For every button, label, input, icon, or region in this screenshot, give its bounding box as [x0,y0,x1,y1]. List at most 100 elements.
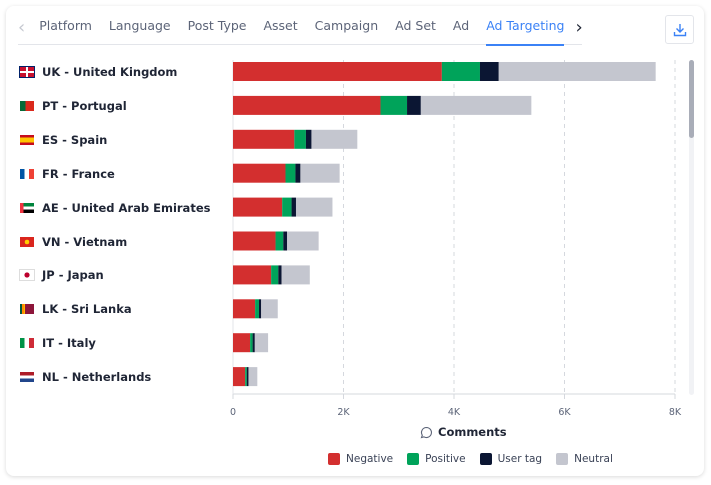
category-label: NL - Netherlands [20,367,151,387]
tab-ad-set[interactable]: Ad Set [395,17,436,33]
bar-segment-negative[interactable] [233,333,251,353]
bar-segment-positive[interactable] [282,197,292,217]
bar-segment-neutral[interactable] [498,62,656,81]
category-name: AE - United Arab Emirates [42,200,211,215]
comment-icon [420,426,432,438]
tab-asset[interactable]: Asset [263,17,298,33]
x-tick-label: 6K [558,407,571,418]
flag-vn-icon [20,236,34,247]
bar-segment-positive[interactable] [285,163,296,183]
x-tick-label: 8K [669,407,682,418]
bar-segment-negative[interactable] [233,231,276,251]
bar-segment-neutral[interactable] [300,163,340,183]
tab-ad-targeting[interactable]: Ad Targeting [486,10,565,46]
legend-label: Positive [425,453,466,465]
legend-label: Negative [346,453,394,465]
category-name: ES - Spain [42,132,108,147]
chevron-right-icon[interactable]: › [575,16,583,38]
bar-segment-user-tag[interactable] [295,163,301,183]
tab-bar: ‹ Platform Language Post Type Asset Campaign… [18,10,583,46]
category-label: UK - United Kingdom [19,62,178,82]
bar-segment-positive[interactable] [245,367,247,387]
bar-segment-negative[interactable] [233,265,272,285]
bar-segment-user-tag[interactable] [479,62,499,81]
tab-ad[interactable]: Ad [452,17,470,33]
bar-segment-negative[interactable] [233,62,442,81]
category-label: AE - United Arab Emirates [20,198,210,218]
bar-segment-positive[interactable] [380,95,408,115]
bar-segment-positive[interactable] [250,333,253,353]
bar-segment-positive[interactable] [271,265,279,285]
bar-segment-user-tag[interactable] [278,265,282,285]
bar-segment-neutral[interactable] [281,265,310,285]
bar-segment-positive[interactable] [294,129,306,149]
x-axis-label: Comments [438,425,507,439]
category-name: JP - Japan [42,268,104,283]
legend-item-negative[interactable]: Negative [328,453,393,465]
tab-post-type[interactable]: Post Type [187,17,247,33]
bar-segment-positive[interactable] [441,62,480,81]
flag-jp-icon [19,269,35,282]
bar-segment-user-tag[interactable] [305,129,312,149]
bar-segment-neutral[interactable] [254,333,269,353]
flag-lk-icon [20,304,34,315]
scrollbar-thumb[interactable] [689,60,694,138]
x-tick-label: 0 [230,407,236,418]
category-label: FR - France [20,164,115,184]
x-tick-label: 4K [448,407,461,418]
category-name: IT - Italy [42,336,96,351]
bar-segment-user-tag[interactable] [258,299,262,319]
bar-segment-user-tag[interactable] [283,231,288,251]
bar-segment-user-tag[interactable] [252,333,255,353]
flag-it-icon [20,338,34,349]
chart-card [6,6,704,476]
legend-item-positive[interactable]: Positive [407,453,466,465]
download-icon [673,23,686,36]
bar-segment-neutral[interactable] [287,231,319,251]
bar-segment-neutral[interactable] [295,197,333,217]
category-name: LK - Sri Lanka [42,302,132,317]
category-name: UK - United Kingdom [42,65,178,79]
bar-segment-user-tag[interactable] [291,197,296,217]
flag-fr-icon [20,168,34,179]
chevron-left-icon[interactable]: ‹ [18,16,26,38]
bar-segment-user-tag[interactable] [246,367,249,387]
legend-item-neutral[interactable]: Neutral [556,453,613,465]
x-tick-label: 2K [337,407,350,418]
bar-segment-negative[interactable] [233,95,381,115]
bar-segment-user-tag[interactable] [407,95,421,115]
category-name: NL - Netherlands [42,370,152,385]
legend-item-user-tag[interactable]: User tag [479,453,542,465]
category-label: PT - Portugal [20,96,127,116]
download-button[interactable] [665,15,694,44]
bar-segment-negative[interactable] [233,367,246,387]
tab-platform[interactable]: Platform [39,17,92,33]
flag-es-icon [20,134,34,145]
bar-segment-neutral[interactable] [311,129,358,149]
bar-segment-positive[interactable] [275,231,284,251]
bar-segment-positive[interactable] [255,299,259,319]
bar-segment-neutral[interactable] [420,95,532,115]
legend-swatch [328,453,340,465]
legend: Negative Positive User tag Neutral [328,453,613,465]
category-label: ES - Spain [20,130,107,150]
bar-segment-negative[interactable] [233,197,283,217]
x-axis-title: Comments [420,425,507,439]
bar-segment-negative[interactable] [233,129,295,149]
category-name: FR - France [42,166,115,181]
legend-swatch [407,453,420,465]
bar-segment-negative[interactable] [233,163,286,183]
flag-uk-icon [19,66,35,78]
category-label: LK - Sri Lanka [20,299,132,319]
scrollbar[interactable] [689,60,694,395]
tab-campaign[interactable]: Campaign [314,17,379,33]
flag-pt-icon [20,100,34,111]
flag-nl-icon [20,372,34,383]
bar-segment-neutral[interactable] [261,299,278,319]
tab-language[interactable]: Language [108,17,171,33]
bar-segment-neutral[interactable] [248,367,258,387]
legend-swatch [479,453,492,465]
category-name: PT - Portugal [42,98,127,113]
bar-segment-negative[interactable] [233,299,256,319]
